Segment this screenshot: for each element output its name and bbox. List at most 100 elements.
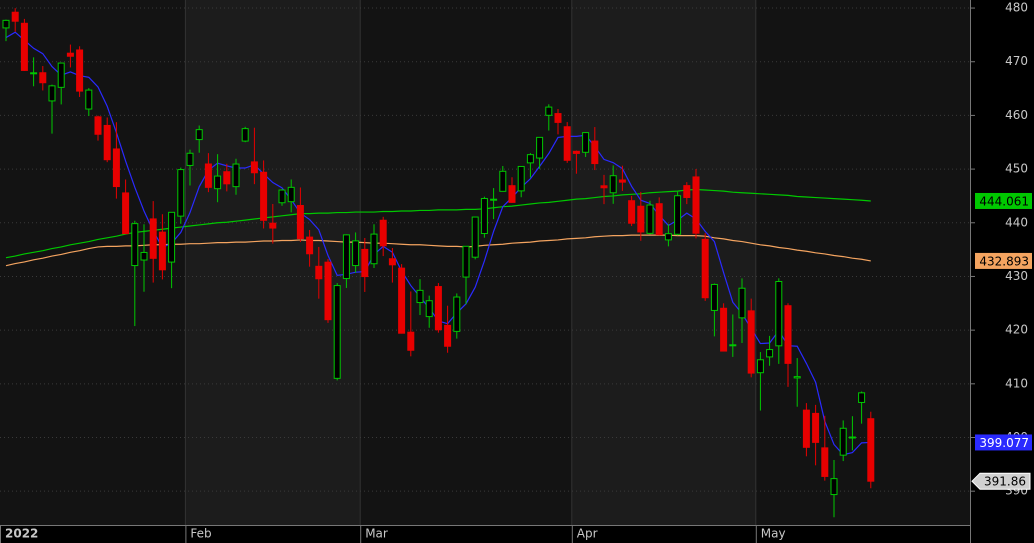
candle-body xyxy=(204,163,212,188)
candle-body xyxy=(812,412,820,443)
candle-body xyxy=(830,478,838,496)
candle-body xyxy=(655,203,663,236)
value-badge xyxy=(975,252,1032,269)
candle-body xyxy=(370,233,378,265)
candle-body xyxy=(517,165,525,192)
candle-body xyxy=(269,222,277,229)
candle-body xyxy=(379,219,387,247)
candle-body xyxy=(600,185,608,189)
candle-body xyxy=(637,205,645,233)
candle-body xyxy=(186,152,194,166)
candle-body xyxy=(839,427,847,456)
candle-body xyxy=(747,310,755,374)
candle-body xyxy=(490,198,498,201)
month-band xyxy=(0,0,186,525)
candle-body xyxy=(720,307,728,352)
candle-body xyxy=(848,436,856,439)
candle-body xyxy=(646,204,654,234)
candle-body xyxy=(802,409,810,448)
candle-body xyxy=(76,49,84,92)
x-tick-label: Feb xyxy=(190,527,211,541)
y-tick-label: 420 xyxy=(1005,323,1028,337)
candle-body xyxy=(214,175,222,190)
candle-body xyxy=(416,289,424,304)
candle-body xyxy=(177,169,185,217)
candle-body xyxy=(333,285,341,379)
value-badge xyxy=(975,434,1032,451)
candle-body xyxy=(407,331,415,351)
candle-body xyxy=(444,324,452,347)
candle-body xyxy=(563,126,571,161)
value-badge-label: 432.893 xyxy=(979,254,1029,268)
candle-body xyxy=(140,251,148,261)
y-tick-label: 440 xyxy=(1005,215,1028,229)
candle-body xyxy=(858,392,866,403)
candle-body xyxy=(2,19,10,29)
candle-body xyxy=(775,281,783,347)
candle-body xyxy=(103,124,111,161)
candle-body xyxy=(526,154,534,164)
candle-body xyxy=(158,231,166,271)
y-tick-label: 480 xyxy=(1005,1,1028,15)
candle-body xyxy=(324,261,332,321)
month-band xyxy=(571,0,756,525)
candle-body xyxy=(729,344,737,347)
candle-body xyxy=(260,171,268,221)
candle-body xyxy=(821,447,829,477)
candle-body xyxy=(453,296,461,332)
candle-body xyxy=(609,175,617,194)
last-price-label: 391.86 xyxy=(984,475,1026,489)
value-badge-label: 444.061 xyxy=(979,194,1029,208)
candle-body xyxy=(471,216,479,258)
candle-body xyxy=(628,200,636,224)
candle-body xyxy=(342,234,350,280)
candle-body xyxy=(674,195,682,235)
candle-body xyxy=(582,132,590,153)
candle-body xyxy=(499,170,507,192)
month-band xyxy=(755,0,970,525)
candle-body xyxy=(48,85,56,102)
candle-body xyxy=(168,211,176,263)
candle-body xyxy=(149,218,157,259)
candle-body xyxy=(296,204,304,240)
candle-body xyxy=(195,129,203,141)
candle-body xyxy=(352,240,360,267)
value-badge-label: 399.077 xyxy=(979,436,1029,450)
candle-body xyxy=(39,72,47,84)
candle-body xyxy=(554,113,562,123)
candle-body xyxy=(480,198,488,235)
candle-body xyxy=(94,116,102,135)
candle-body xyxy=(20,22,28,71)
x-tick-label: Apr xyxy=(577,527,598,541)
candle-body xyxy=(664,233,672,241)
candle-body xyxy=(462,245,470,278)
candle-body xyxy=(867,418,875,482)
y-tick-label: 410 xyxy=(1005,376,1028,390)
candle-body xyxy=(738,287,746,319)
candle-body xyxy=(315,265,323,280)
candle-body xyxy=(287,186,295,203)
candle-body xyxy=(784,305,792,364)
candle-body xyxy=(508,185,516,203)
candle-body xyxy=(572,150,580,154)
candle-body xyxy=(425,300,433,318)
candle-body xyxy=(306,236,314,255)
candle-body xyxy=(241,128,249,142)
last-price-badge xyxy=(971,472,1031,490)
candle-body xyxy=(388,258,396,266)
candle-body xyxy=(361,248,369,278)
candle-body xyxy=(545,106,553,116)
candle-body xyxy=(591,140,599,165)
candle-body xyxy=(793,376,801,379)
candle-body xyxy=(766,349,774,358)
candle-body xyxy=(11,11,19,22)
month-band xyxy=(185,0,361,525)
candle-body xyxy=(232,163,240,188)
y-tick-label: 430 xyxy=(1005,269,1028,283)
candle-body xyxy=(112,148,120,188)
x-tick-label: May xyxy=(761,527,786,541)
candle-body xyxy=(536,136,544,159)
